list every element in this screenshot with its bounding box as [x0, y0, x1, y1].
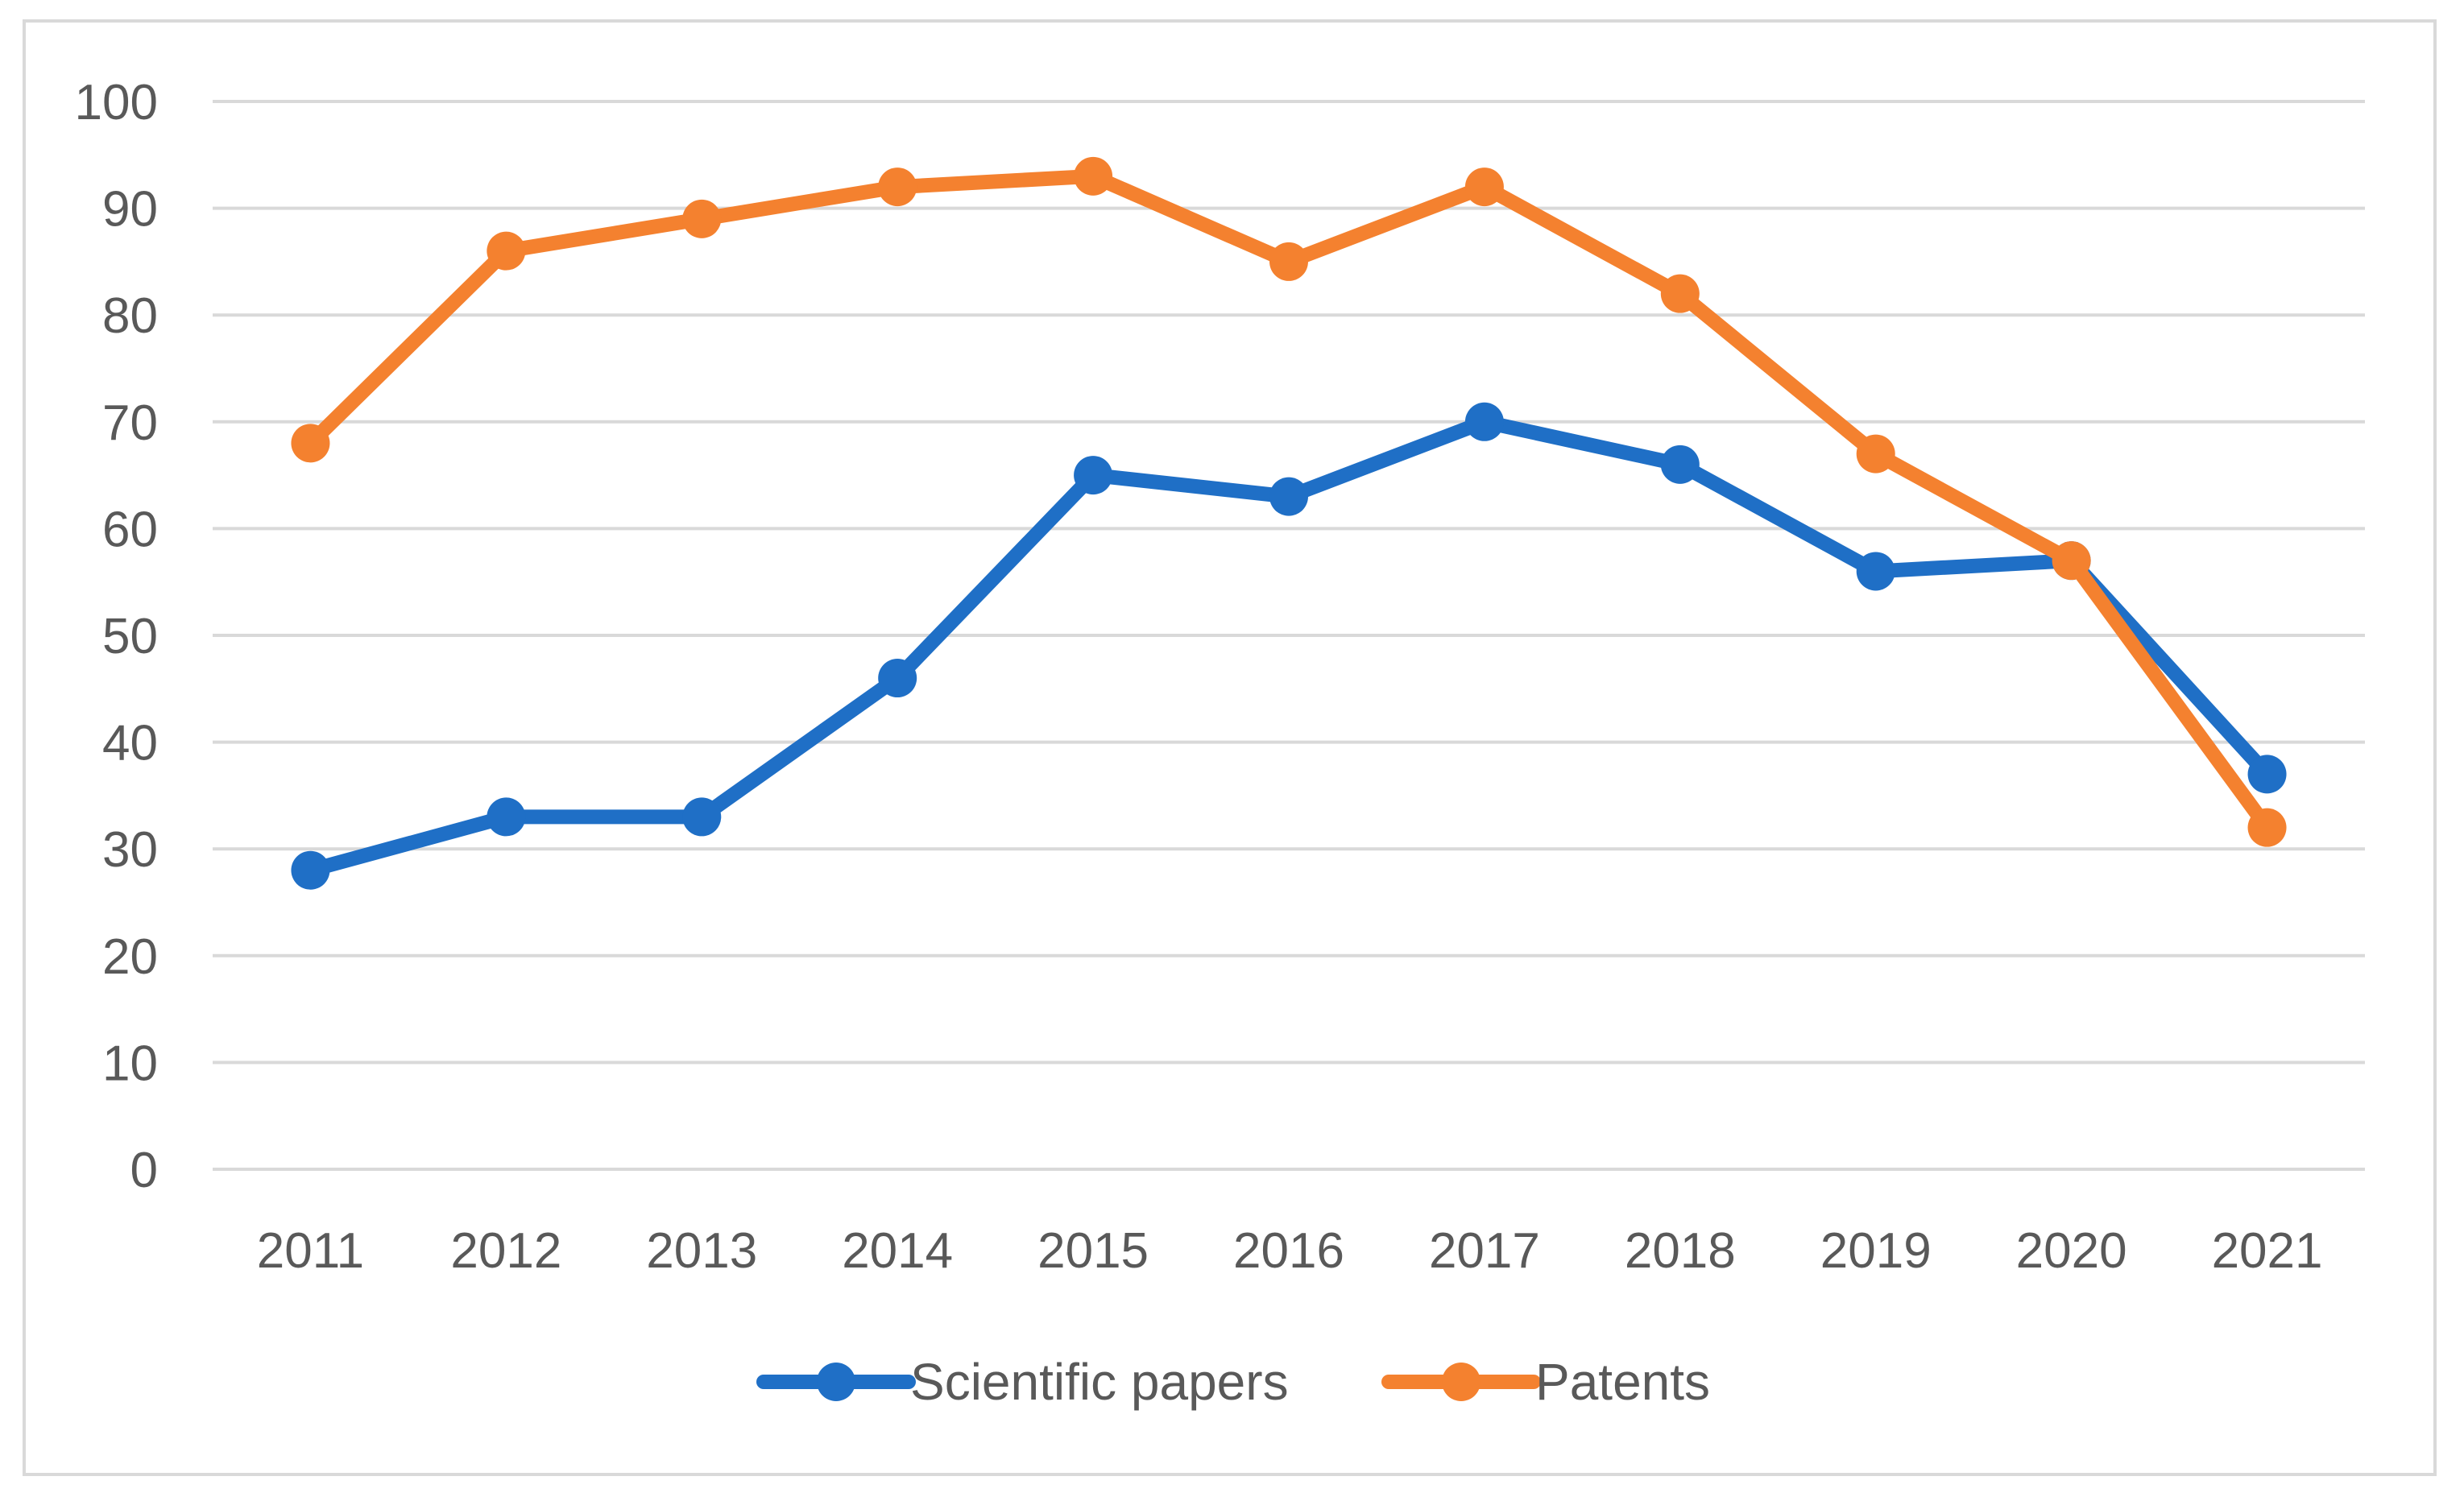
data-point-patents: [1074, 156, 1113, 196]
data-point-scientific-papers: [1269, 477, 1308, 516]
data-point-patents: [487, 231, 526, 271]
x-tick-label: 2017: [1429, 1223, 1540, 1279]
data-point-scientific-papers: [2247, 755, 2287, 794]
legend-swatch-marker: [1442, 1363, 1480, 1401]
x-tick-label: 2018: [1625, 1223, 1736, 1279]
series-scientific-papers: [291, 402, 2287, 890]
data-point-patents: [2052, 541, 2091, 581]
legend: Scientific papers Patents: [756, 1353, 1710, 1411]
data-point-patents: [2247, 808, 2287, 847]
data-point-patents: [1464, 167, 1504, 207]
x-tick-label: 2012: [450, 1223, 561, 1279]
y-tick-label: 30: [102, 822, 158, 878]
x-tick-label: 2011: [257, 1223, 364, 1279]
data-point-patents: [878, 167, 917, 207]
data-point-patents: [291, 424, 330, 463]
x-tick-label: 2016: [1233, 1223, 1344, 1279]
y-tick-label: 20: [102, 929, 158, 985]
x-tick-label: 2015: [1037, 1223, 1149, 1279]
y-tick-label: 70: [102, 395, 158, 451]
y-tick-label: 40: [102, 716, 158, 771]
legend-swatch-marker: [817, 1363, 855, 1401]
data-point-patents: [1269, 242, 1308, 281]
y-tick-label: 100: [75, 75, 158, 130]
x-tick-label: 2021: [2212, 1223, 2323, 1279]
x-axis-tick-labels: 2011 2012 2013 2014 2015 2016 2017 2018 2019 2020…: [257, 1223, 2323, 1279]
y-tick-label: 80: [102, 288, 158, 344]
data-point-scientific-papers: [1464, 402, 1504, 441]
y-tick-label: 60: [102, 502, 158, 557]
legend-label: Scientific papers: [910, 1353, 1289, 1411]
y-tick-label: 10: [102, 1036, 158, 1091]
y-tick-label: 0: [130, 1143, 158, 1198]
data-point-scientific-papers: [1074, 456, 1113, 495]
data-point-scientific-papers: [878, 659, 917, 698]
y-tick-label: 50: [102, 609, 158, 664]
data-point-scientific-papers: [1856, 552, 1895, 591]
data-point-scientific-papers: [1660, 445, 1700, 484]
y-tick-label: 90: [102, 182, 158, 238]
chart-frame: [23, 19, 2437, 1476]
series-layer: [291, 156, 2287, 890]
data-point-patents: [682, 199, 722, 238]
legend-item-scientific-papers: Scientific papers: [756, 1353, 1289, 1411]
series-patents: [291, 156, 2287, 847]
data-point-scientific-papers: [291, 850, 330, 890]
x-tick-label: 2014: [842, 1223, 953, 1279]
legend-label: Patents: [1535, 1353, 1710, 1411]
x-tick-label: 2013: [646, 1223, 757, 1279]
data-point-patents: [1660, 274, 1700, 313]
y-axis-tick-labels: 0 10 20 30 40 50 60 70 80 90 100: [75, 75, 158, 1198]
x-tick-label: 2019: [1820, 1223, 1932, 1279]
data-point-scientific-papers: [487, 797, 526, 837]
legend-item-patents: Patents: [1381, 1353, 1710, 1411]
x-tick-label: 2020: [2016, 1223, 2127, 1279]
data-point-scientific-papers: [682, 797, 722, 837]
data-point-patents: [1856, 434, 1895, 473]
